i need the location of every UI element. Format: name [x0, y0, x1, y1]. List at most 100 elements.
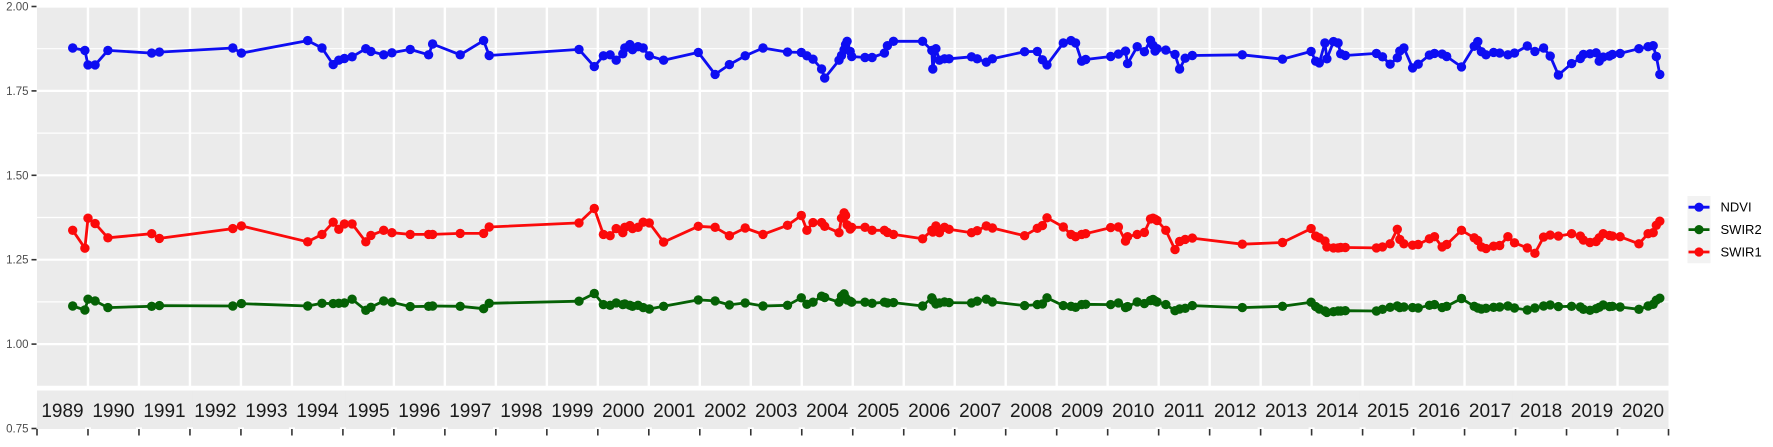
- data-point: [90, 218, 100, 229]
- data-point: [387, 48, 397, 58]
- year-strip-cell: [957, 390, 1003, 429]
- data-point: [405, 301, 415, 312]
- data-point: [1180, 53, 1190, 63]
- data-point: [236, 48, 247, 58]
- data-point: [1545, 300, 1555, 310]
- data-point: [1113, 298, 1124, 308]
- data-point: [1495, 48, 1505, 58]
- data-point: [1377, 304, 1388, 314]
- legend-label: SWIR1: [1721, 245, 1762, 260]
- data-point: [931, 44, 941, 54]
- data-point: [303, 35, 313, 46]
- data-point: [847, 222, 857, 232]
- data-point: [387, 228, 397, 238]
- data-point: [80, 45, 90, 56]
- data-point: [68, 225, 78, 235]
- data-point: [1566, 229, 1577, 239]
- data-point: [589, 203, 599, 214]
- data-point: [236, 221, 247, 231]
- year-strip-cell: [1263, 390, 1309, 429]
- legend-key-point: [1694, 247, 1704, 257]
- data-point: [820, 73, 830, 83]
- data-point: [478, 228, 489, 239]
- year-strip-cell: [651, 390, 697, 429]
- data-point: [658, 301, 669, 311]
- data-point: [589, 61, 599, 72]
- data-point: [808, 54, 818, 64]
- data-point: [80, 243, 90, 253]
- data-point: [917, 36, 928, 46]
- year-label: 2018: [1520, 401, 1562, 422]
- data-point: [339, 298, 350, 308]
- data-point: [782, 47, 793, 57]
- year-label: 2011: [1164, 401, 1205, 422]
- data-point: [758, 301, 768, 311]
- data-point: [1413, 59, 1423, 69]
- y-tick-label: 1.25: [6, 255, 28, 267]
- year-strip-cell: [141, 390, 187, 429]
- data-point: [361, 237, 371, 247]
- data-point: [1385, 59, 1395, 69]
- year-label: 2002: [704, 401, 746, 422]
- data-point: [83, 213, 93, 223]
- year-strip-cell: [396, 390, 442, 429]
- data-point: [802, 225, 812, 235]
- data-point: [724, 300, 735, 310]
- data-point: [1058, 300, 1069, 311]
- data-point: [1161, 45, 1171, 55]
- y-axis-ticks: [31, 5, 37, 430]
- year-label: 1990: [92, 401, 134, 422]
- year-strip-cell: [37, 390, 85, 429]
- data-point: [1509, 48, 1520, 58]
- data-point: [154, 47, 165, 57]
- data-point: [644, 304, 654, 314]
- data-point: [1320, 38, 1330, 48]
- data-point: [1429, 299, 1440, 310]
- data-point: [972, 296, 982, 306]
- data-point: [574, 218, 584, 228]
- data-point: [1277, 301, 1288, 311]
- data-point: [1509, 238, 1520, 248]
- data-point: [1553, 70, 1564, 80]
- data-point: [605, 50, 615, 60]
- year-strip-cell: [498, 390, 544, 429]
- data-point: [68, 43, 78, 53]
- series-SWIR1: [68, 203, 1665, 258]
- data-point: [1174, 64, 1185, 74]
- year-label: 1989: [41, 401, 83, 422]
- legend-label: SWIR2: [1721, 222, 1762, 237]
- data-point: [1481, 243, 1491, 254]
- year-strip-cell: [753, 390, 799, 429]
- year-strip-cell: [906, 390, 952, 429]
- data-point: [80, 305, 90, 315]
- year-strip-cell: [192, 390, 238, 429]
- data-point: [405, 44, 415, 55]
- data-point: [658, 237, 669, 247]
- data-point: [888, 297, 899, 308]
- data-point: [1237, 239, 1248, 249]
- year-label: 1991: [143, 401, 185, 422]
- year-label: 1995: [347, 401, 389, 422]
- data-point: [423, 50, 434, 60]
- data-point: [1058, 38, 1069, 48]
- y-tick-label: 2.00: [6, 2, 28, 14]
- data-point: [1495, 302, 1505, 312]
- y-tick-label: 1.50: [6, 170, 28, 182]
- data-point: [987, 297, 998, 307]
- data-point: [1538, 43, 1549, 53]
- data-point: [1607, 301, 1618, 311]
- year-label: 2013: [1265, 401, 1307, 422]
- data-point: [1333, 38, 1343, 48]
- data-point: [658, 55, 669, 65]
- data-point: [1081, 54, 1091, 65]
- year-strip-labels: 1989 1990 1991 1992 1993 1994 1995 1996 1997 1998…: [37, 390, 1669, 429]
- data-point: [808, 297, 818, 307]
- legend-key-point: [1694, 202, 1704, 212]
- data-point: [740, 298, 750, 308]
- data-point: [944, 224, 954, 234]
- series-NDVI: [68, 35, 1665, 83]
- data-point: [820, 221, 830, 231]
- data-point: [1070, 38, 1081, 48]
- year-label: 2003: [755, 401, 797, 422]
